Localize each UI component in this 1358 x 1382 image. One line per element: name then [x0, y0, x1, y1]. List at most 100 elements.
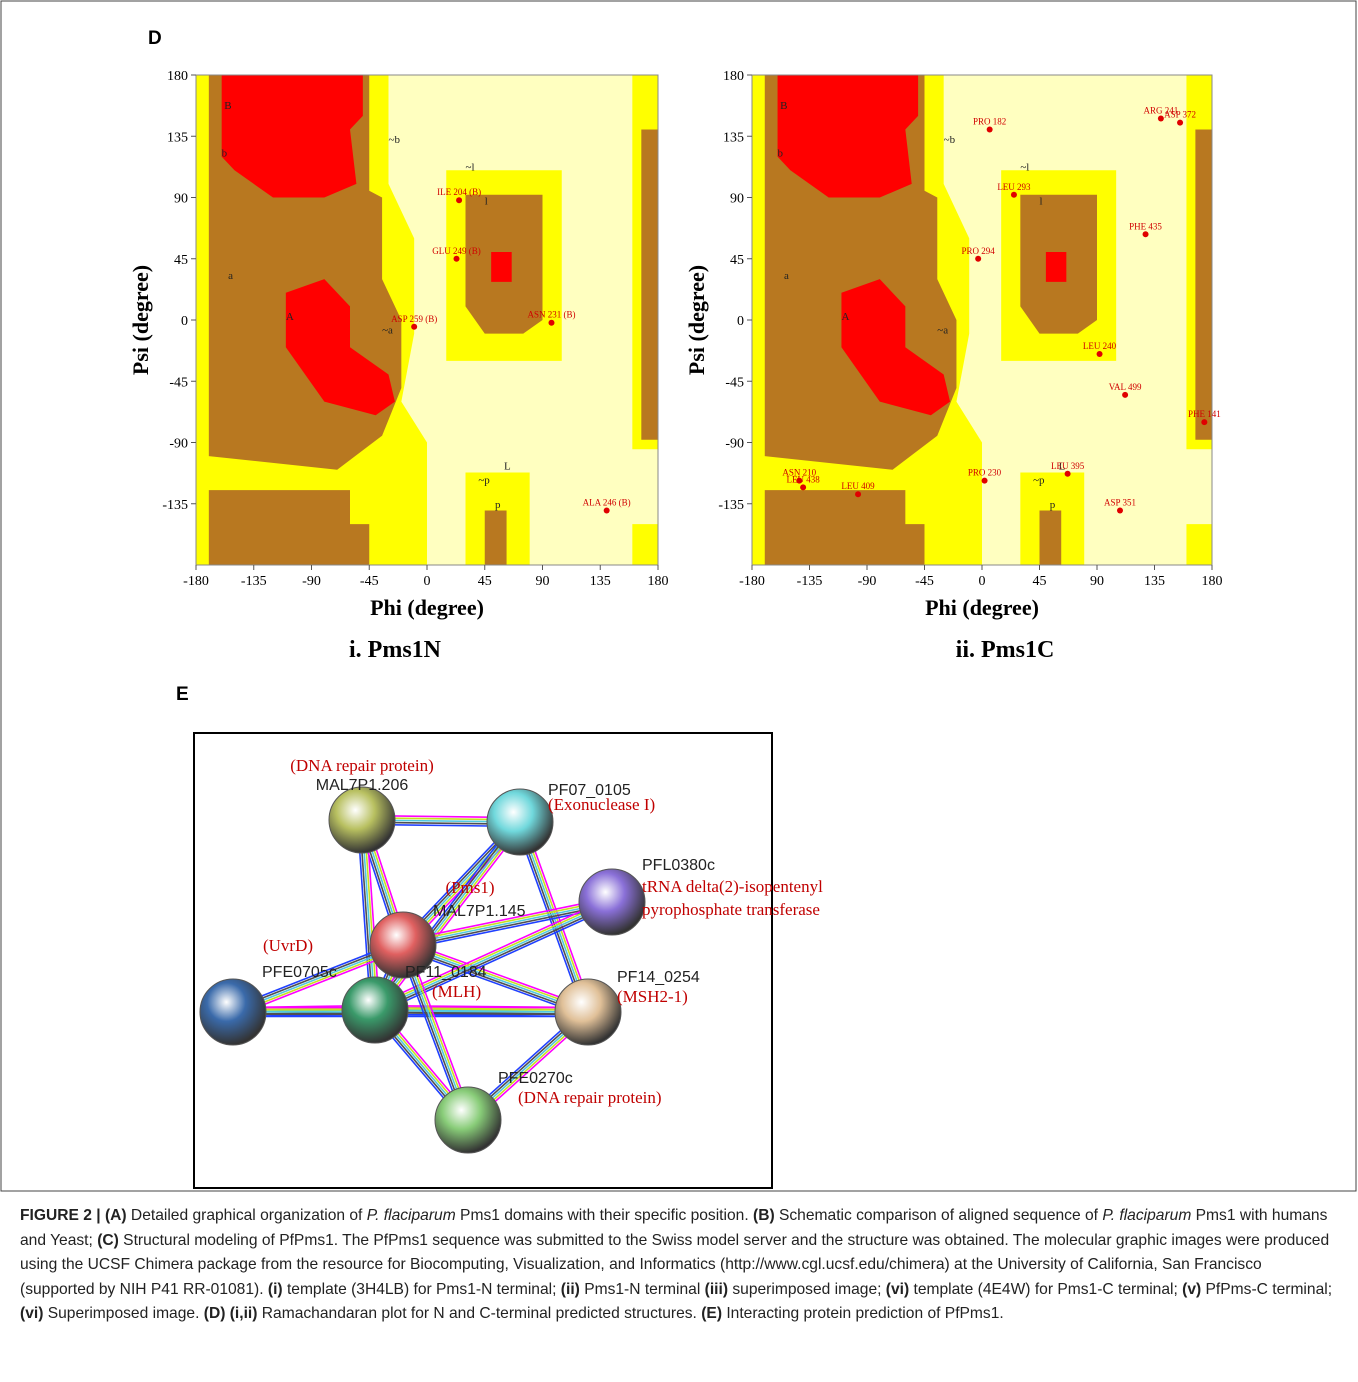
protein-node: [435, 1087, 501, 1153]
plot-title: i. Pms1N: [349, 637, 442, 663]
x-tick-label: -180: [739, 574, 765, 589]
x-tick-label: -180: [183, 574, 209, 589]
panel-label: D: [148, 28, 162, 49]
x-tick-label: 180: [1202, 574, 1223, 589]
y-tick-label: 180: [167, 69, 188, 84]
region-label: p: [1050, 499, 1056, 511]
y-tick-label: 90: [174, 192, 188, 207]
protein-node: [200, 979, 266, 1045]
caption-run: Superimposed image.: [43, 1305, 203, 1322]
node-annotation: (MSH2-1): [617, 987, 688, 1006]
region-label: ~l: [1020, 161, 1029, 173]
protein-node: [555, 979, 621, 1045]
residue-label: LEU 293: [997, 182, 1031, 192]
residue-point: [1117, 508, 1123, 514]
x-tick-label: -90: [858, 574, 877, 589]
caption: FIGURE 2 | (A) Detailed graphical organi…: [20, 1204, 1338, 1327]
node-annotation: (MLH): [432, 982, 481, 1001]
caption-run: PfPms-C terminal;: [1201, 1281, 1332, 1298]
residue-point: [604, 508, 610, 514]
region-label: A: [286, 311, 294, 323]
x-axis-label: Phi (degree): [925, 595, 1039, 620]
caption-run: (C): [97, 1232, 119, 1249]
y-tick-label: -90: [725, 437, 744, 452]
y-tick-label: 0: [181, 314, 188, 329]
node-id: PF11_0184: [405, 964, 487, 981]
caption-run: (i): [268, 1281, 283, 1298]
caption-run: (vi): [20, 1305, 43, 1322]
page: D E BbAaLlp~b~a~l~p-180-135-90-450459013…: [0, 0, 1358, 1382]
y-tick-label: -135: [162, 498, 188, 513]
residue-label: ASN 231 (B): [527, 310, 575, 320]
protein-node: [487, 789, 553, 855]
caption-run: Detailed graphical organization of: [127, 1207, 367, 1224]
region-label: l: [485, 195, 488, 207]
region-label: ~l: [466, 161, 475, 173]
residue-label: PRO 182: [973, 116, 1006, 126]
caption-run: Pms1 domains with their specific positio…: [456, 1207, 753, 1224]
y-tick-label: 0: [737, 314, 744, 329]
residue-label: PRO 294: [962, 246, 996, 256]
residue-label: PHE 141: [1188, 409, 1221, 419]
caption-run: (D) (i,ii): [204, 1305, 258, 1322]
region-label: ~a: [382, 325, 393, 337]
node-annotation: (DNA repair protein): [290, 756, 434, 775]
residue-label: ASP 351: [1104, 498, 1136, 508]
caption-run: (vi): [886, 1281, 909, 1298]
y-tick-label: 90: [730, 192, 744, 207]
panel-label: E: [176, 684, 189, 705]
caption-run: (ii): [561, 1281, 580, 1298]
y-tick-label: 135: [723, 130, 744, 145]
residue-point: [411, 324, 417, 330]
caption-run: template (3H4LB) for Pms1-N terminal;: [283, 1281, 561, 1298]
region-label: a: [784, 270, 789, 282]
residue-label: ILE 204 (B): [437, 187, 481, 197]
x-tick-label: 45: [478, 574, 492, 589]
y-tick-label: 180: [723, 69, 744, 84]
caption-run: (B): [753, 1207, 775, 1224]
residue-label: PHE 435: [1129, 221, 1162, 231]
protein-node: [329, 787, 395, 853]
caption-run: Ramachandaran plot for N and C-terminal …: [257, 1305, 701, 1322]
caption-run: (E): [701, 1305, 722, 1322]
region-label: ~b: [944, 134, 956, 146]
residue-point: [975, 256, 981, 262]
residue-point: [1143, 231, 1149, 237]
x-tick-label: -45: [915, 574, 934, 589]
y-axis-label: Psi (degree): [128, 265, 153, 375]
caption-run: Schematic comparison of aligned sequence…: [775, 1207, 1103, 1224]
residue-point: [1177, 120, 1183, 126]
residue-label: ALA 246 (B): [583, 498, 631, 508]
node-id: MAL7P1.206: [316, 777, 409, 794]
region-label: L: [504, 461, 511, 473]
node-id: PFE0705c: [262, 964, 337, 981]
x-tick-label: 90: [1090, 574, 1104, 589]
caption-run: Interacting protein prediction of PfPms1…: [722, 1305, 1004, 1322]
residue-label: LEU 395: [1051, 461, 1085, 471]
caption-run: (iii): [705, 1281, 728, 1298]
region-label: a: [228, 270, 233, 282]
protein-node: [342, 977, 408, 1043]
region-label: A: [841, 311, 849, 323]
region-label: ~p: [478, 474, 490, 486]
residue-point: [855, 491, 861, 497]
caption-run: superimposed image;: [728, 1281, 886, 1298]
regions: [752, 75, 1212, 565]
y-tick-label: 45: [174, 253, 188, 268]
x-tick-label: 135: [590, 574, 611, 589]
residue-point: [1122, 392, 1128, 398]
caption-run: template (4E4W) for Pms1-C terminal;: [909, 1281, 1182, 1298]
caption-run: P. flaciparum: [1102, 1207, 1191, 1224]
plot-title: ii. Pms1C: [956, 637, 1055, 663]
node-annotation: (UvrD): [263, 936, 313, 955]
caption-run: P. flaciparum: [367, 1207, 456, 1224]
residue-point: [1065, 471, 1071, 477]
x-tick-label: 180: [648, 574, 669, 589]
residue-point: [456, 197, 462, 203]
residue-label: LEU 409: [841, 481, 875, 491]
residue-label: LEU 240: [1083, 341, 1117, 351]
x-axis-label: Phi (degree): [370, 595, 484, 620]
residue-point: [1201, 419, 1207, 425]
residue-label: LEU 438: [786, 474, 820, 484]
y-axis-label: Psi (degree): [684, 265, 709, 375]
